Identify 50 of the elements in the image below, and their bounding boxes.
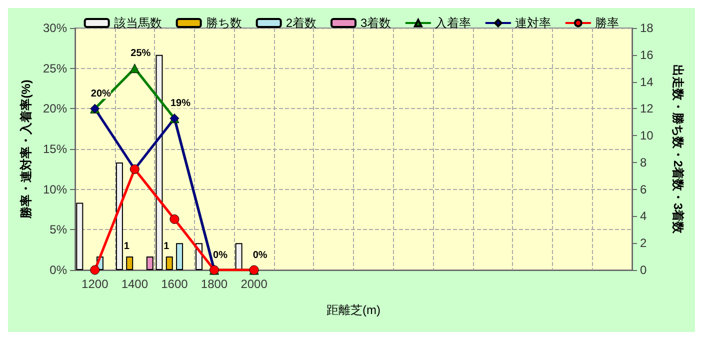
point (170, 214, 180, 224)
y2-tick-label: 10 (640, 128, 654, 143)
bar (176, 243, 184, 270)
legend-label: 入着率 (435, 16, 472, 30)
legend-label: 連対率 (515, 16, 552, 30)
legend-label: 勝率 (595, 16, 620, 30)
y2-tick-label: 12 (640, 102, 654, 116)
y2-tick-label: 4 (640, 209, 647, 224)
data-label: 0% (213, 250, 228, 261)
y-tick-label: 10% (42, 182, 68, 196)
point (90, 265, 100, 275)
data-label: 1 (124, 241, 130, 252)
x-tick-label: 2000 (240, 277, 268, 291)
x-axis-title: 距離芝(m) (326, 303, 380, 317)
bar (146, 256, 154, 270)
x-tick-label: 1800 (200, 277, 228, 291)
y2-tick-label: 8 (640, 155, 647, 170)
y2-axis-title: 出走数・勝ち数・2着数・3着数 (671, 64, 685, 235)
legend-label: 勝ち数 (206, 16, 242, 30)
y-axis-title: 勝率・連対率・入着率(%) (19, 80, 34, 220)
bar (166, 256, 173, 270)
y-tick-label: 30% (42, 21, 68, 35)
point (130, 64, 140, 74)
y-tick-label: 15% (42, 142, 68, 156)
data-label: 25% (130, 48, 151, 60)
y2-tick-label: 18 (640, 21, 654, 35)
y-tick-label: 5% (50, 222, 68, 237)
data-label: 1 (164, 241, 170, 252)
y2-tick-label: 14 (640, 74, 654, 89)
legend-label: 3着数 (360, 16, 392, 30)
x-tick-label: 1400 (121, 277, 148, 291)
x-tick-label: 1200 (82, 277, 109, 291)
bar (76, 202, 84, 270)
bar (156, 54, 163, 270)
legend-label: 2着数 (286, 16, 317, 30)
y2-tick-label: 0 (640, 263, 647, 277)
data-label: 0% (252, 250, 268, 261)
bar (116, 162, 123, 270)
bar (235, 243, 242, 270)
x-tick-label: 1600 (161, 277, 188, 291)
data-label: 20% (90, 88, 112, 100)
y-tick-label: 25% (42, 61, 68, 76)
data-label: 19% (170, 98, 191, 110)
legend-label: 該当馬数 (114, 16, 162, 30)
y-tick-label: 20% (42, 102, 68, 116)
bar (126, 256, 134, 270)
y2-tick-label: 16 (640, 48, 654, 62)
y2-tick-label: 6 (640, 182, 647, 196)
y-tick-label: 0% (50, 263, 68, 277)
y2-tick-label: 2 (640, 236, 647, 250)
